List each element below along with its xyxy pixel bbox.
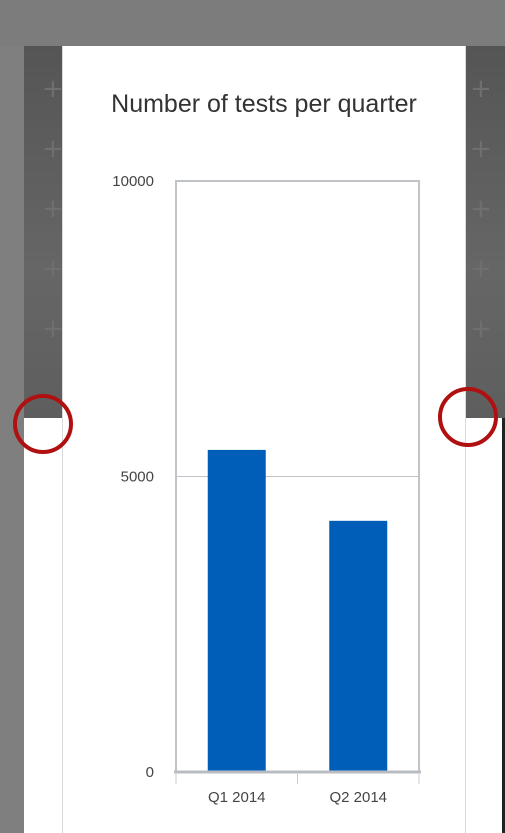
x-tick-label: Q2 2014 bbox=[329, 789, 387, 806]
plus-icon: + bbox=[470, 314, 492, 344]
y-tick-labels: 0 5000 10000 bbox=[112, 173, 154, 781]
plus-icon: + bbox=[42, 134, 62, 164]
y-tick-label: 0 bbox=[146, 764, 154, 781]
plus-icon: + bbox=[470, 254, 492, 284]
plus-icon: + bbox=[470, 134, 492, 164]
right-dark-panel: + + + + + bbox=[466, 46, 505, 418]
chart-bars bbox=[207, 449, 388, 772]
y-tick-label: 10000 bbox=[112, 173, 154, 190]
bar bbox=[329, 520, 388, 772]
chart-axes bbox=[174, 770, 421, 784]
bar bbox=[207, 449, 266, 772]
left-dark-panel: + + + + + bbox=[24, 46, 62, 418]
plus-icon: + bbox=[42, 194, 62, 224]
plus-icon: + bbox=[470, 74, 492, 104]
right-circle-marker bbox=[438, 387, 498, 447]
right-edge-line bbox=[502, 418, 505, 833]
x-tick-label: Q1 2014 bbox=[208, 789, 266, 806]
left-circle-marker bbox=[13, 394, 73, 454]
x-tick-labels: Q1 2014 Q2 2014 bbox=[208, 789, 387, 806]
chart-title: Number of tests per quarter bbox=[111, 90, 417, 118]
plus-icon: + bbox=[42, 254, 62, 284]
y-tick-label: 5000 bbox=[121, 469, 154, 486]
window-top-strip bbox=[0, 0, 505, 46]
plus-icon: + bbox=[470, 194, 492, 224]
plus-icon: + bbox=[42, 74, 62, 104]
plus-icon: + bbox=[42, 314, 62, 344]
